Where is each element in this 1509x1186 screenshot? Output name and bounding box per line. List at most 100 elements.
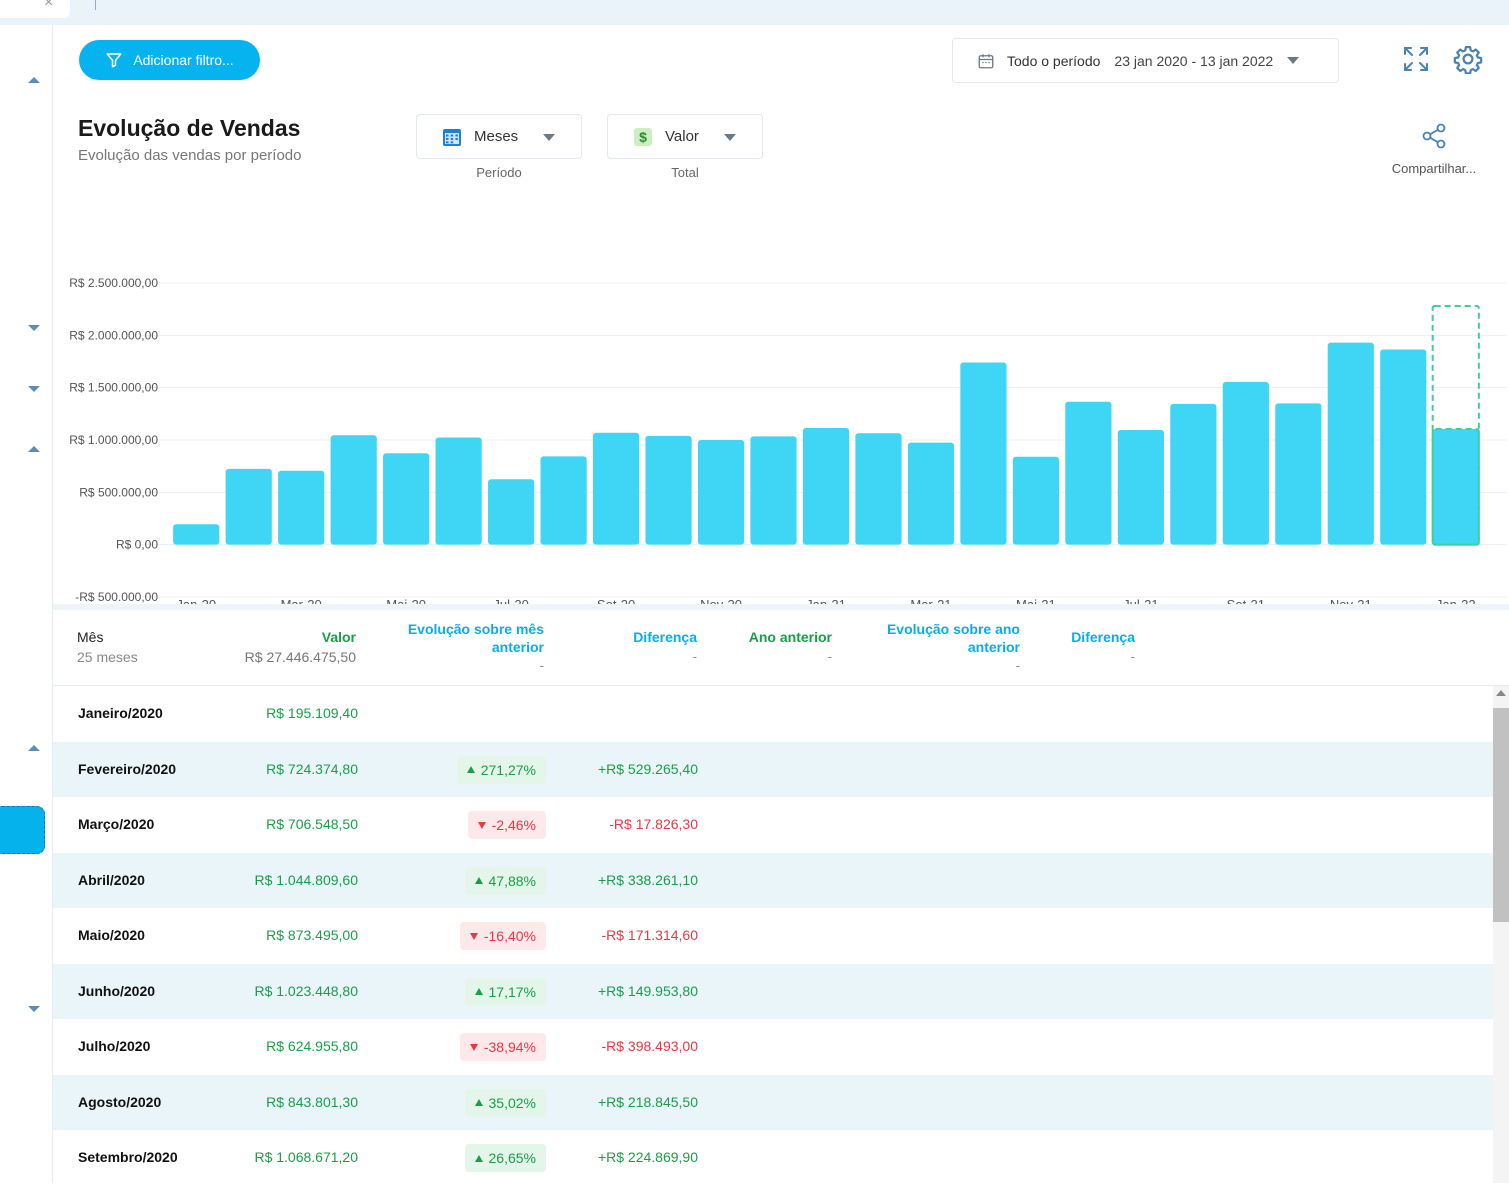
cell-diferenca: +R$ 218.845,50 [597,1093,698,1110]
col-header-evo-ano-sub: - [1015,658,1020,673]
col-header-diferenca[interactable]: Diferença - [633,629,697,664]
table-row[interactable]: Fevereiro/2020 R$ 724.374,80 271,27% +R$ 52… [53,741,1493,797]
bar-Abr-20[interactable] [330,435,377,545]
bar-Dez-21[interactable] [1380,349,1427,545]
cell-evolucao-badge: 47,88% [464,866,546,895]
table-body: Janeiro/2020 R$ 195.109,40 Fevereiro/2020 R… [53,686,1493,1186]
bar-Dez-20[interactable] [750,436,797,545]
x-tick-label: Mai-20 [386,597,426,605]
table-row[interactable]: Março/2020 R$ 706.548,50 -2,46% -R$ 17.826,… [53,797,1493,853]
cell-diferenca: +R$ 338.261,10 [597,871,698,888]
sidebar [0,25,53,1183]
bar-Fev-20[interactable] [225,468,272,545]
table-row[interactable]: Junho/2020 R$ 1.023.448,80 17,17% +R$ 149.9… [53,963,1493,1019]
bar-Mar-21[interactable] [907,442,955,545]
cell-mes: Janeiro/2020 [78,705,163,721]
period-selector-value: Meses [474,128,519,145]
x-tick-label: Jan-20 [176,597,216,605]
col-header-valor-label: Valor [321,629,356,645]
col-header-evo-mes[interactable]: Evolução sobre mês anterior - [384,620,544,673]
table-header: Mês 25 meses Valor R$ 27.446.475,50 Evol… [53,610,1509,686]
sales-bar-chart: R$ 2.500.000,00 R$ 2.000.000,00 R$ 1.500.0… [69,276,1507,605]
share-icon [1422,123,1446,149]
bar-Nov-20[interactable] [697,440,745,545]
bar-Jul-21[interactable] [1117,430,1164,545]
col-header-mes[interactable]: Mês 25 meses [77,629,138,665]
main-content: Adicionar filtro... Todo o período 23 ja… [53,25,1509,1183]
bar-Jan-21[interactable] [802,427,850,545]
bar-Abr-21[interactable] [960,362,1007,545]
calendar-icon [978,53,994,68]
bar-Jan-22[interactable] [1431,428,1480,546]
metric-selector[interactable]: $ Valor [607,114,763,159]
bar-Ago-20[interactable] [540,456,587,545]
cell-valor: R$ 1.068.671,20 [254,1149,358,1165]
table-scrollbar[interactable] [1493,686,1509,1183]
col-header-diferenca-sub: - [692,649,697,664]
gear-icon[interactable] [1453,44,1483,74]
expand-up-icon[interactable] [28,446,40,452]
add-filter-button[interactable]: Adicionar filtro... [79,40,260,80]
cell-evolucao-value: 35,02% [488,1094,536,1111]
cell-diferenca: +R$ 529.265,40 [597,760,698,777]
scrollbar-thumb[interactable] [1493,708,1509,922]
y-tick-label: R$ 2.000.000,00 [69,328,158,342]
col-header-ano-sub: - [827,649,832,664]
collapse-down-icon[interactable] [28,386,40,392]
col-header-valor-sub: R$ 27.446.475,50 [244,649,356,665]
bar-Ago-21[interactable] [1170,403,1217,545]
bar-Jun-21[interactable] [1065,401,1112,545]
close-icon[interactable]: × [44,0,54,11]
bar-Out-21[interactable] [1275,403,1322,545]
bar-Set-21[interactable] [1222,381,1269,545]
triangle-down-icon [477,821,486,829]
page-title: Evolução de Vendas [78,115,301,141]
triangle-up-icon [474,1154,483,1162]
bar-Mai-21[interactable] [1012,456,1060,545]
table-row[interactable]: Setembro/2020 R$ 1.068.671,20 26,65% +R$ 22… [53,1130,1493,1186]
fullscreen-icon[interactable] [1402,45,1430,73]
bar-projection-outline [1431,305,1480,546]
expand-up-icon[interactable] [28,77,40,83]
table-row[interactable]: Maio/2020 R$ 873.495,00 -16,40% -R$ 171.314… [53,908,1493,964]
collapse-down-icon[interactable] [28,325,40,331]
bar-Set-20[interactable] [592,432,640,545]
cell-mes: Julho/2020 [78,1038,151,1054]
bar-Nov-21[interactable] [1327,342,1374,545]
x-tick-label: Nov-21 [1330,597,1372,605]
bar-Fev-21[interactable] [855,433,902,545]
x-tick-label: Jan-22 [1436,597,1476,605]
col-header-ano-label: Ano anterior [748,629,832,645]
scroll-up-icon[interactable] [1496,690,1506,696]
expand-up-icon[interactable] [28,745,40,751]
section-divider [53,604,1509,610]
bar-Jul-20[interactable] [488,479,535,545]
col-header-diferenca-ano[interactable]: Diferença - [1071,629,1135,664]
bar-Out-20[interactable] [645,435,692,545]
triangle-up-icon [474,1099,483,1106]
table-row[interactable]: Julho/2020 R$ 624.955,80 -38,94% -R$ 398.49… [53,1019,1493,1075]
table-row[interactable]: Abril/2020 R$ 1.044.809,60 47,88% +R$ 338.2… [53,852,1493,908]
collapse-down-icon[interactable] [28,1006,40,1012]
table-row[interactable]: Agosto/2020 R$ 843.801,30 35,02% +R$ 218.84… [53,1074,1493,1130]
bar-Jan-20[interactable] [173,524,220,545]
x-tick-label: Jul-20 [493,597,528,605]
bar-Jun-20[interactable] [435,437,482,545]
period-selector[interactable]: Meses [416,114,582,159]
browser-tab[interactable]: × [0,0,70,18]
chevron-down-icon [1287,57,1300,64]
date-range-label: Todo o período [1007,52,1101,69]
browser-tab-bar: × [0,0,1509,25]
bar-Mai-20[interactable] [383,453,430,545]
cell-mes: Abril/2020 [78,871,145,888]
date-range-picker[interactable]: Todo o período 23 jan 2020 - 13 jan 2022 [952,38,1339,83]
table-row[interactable]: Janeiro/2020 R$ 195.109,40 [53,686,1493,742]
bar-Mar-20[interactable] [278,470,325,545]
col-header-evo-ano[interactable]: Evolução sobre ano anterior - [860,620,1020,673]
cell-evolucao-value: 47,88% [488,872,536,889]
col-header-valor[interactable]: Valor R$ 27.446.475,50 [245,629,356,665]
col-header-ano-anterior[interactable]: Ano anterior - [749,629,832,664]
share-button[interactable]: Compartilhar... [1379,122,1489,176]
x-tick-label: Set-20 [597,597,635,605]
sidebar-active-item[interactable] [0,806,45,854]
